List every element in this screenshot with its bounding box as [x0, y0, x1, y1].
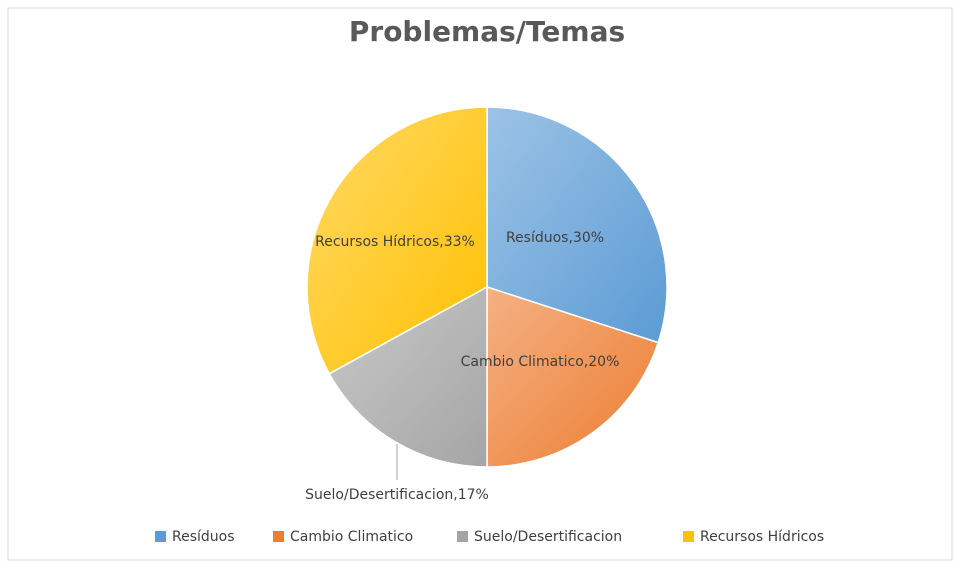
data-label: Suelo/Desertificacion,17%: [305, 487, 489, 503]
chart-border: [7, 7, 953, 561]
legend-swatch: [273, 531, 284, 542]
data-label: Resíduos,30%: [505, 230, 605, 246]
legend-swatch: [155, 531, 166, 542]
legend-label: Suelo/Desertificacion: [474, 529, 622, 545]
data-label: Cambio Climatico,20%: [460, 354, 620, 370]
chart-title: Problemas/Temas: [349, 15, 625, 48]
legend-label: Recursos Hídricos: [700, 529, 824, 545]
pie-slice: [486, 106, 668, 344]
pie-slice: [328, 285, 488, 468]
legend-label: Resíduos: [172, 529, 235, 545]
pie-slice: [306, 106, 488, 375]
legend-label: Cambio Climatico: [290, 529, 413, 545]
legend-swatch: [457, 531, 468, 542]
data-label: Recursos Hídricos,33%: [315, 234, 475, 250]
legend-swatch: [683, 531, 694, 542]
pie-slice: [486, 285, 660, 468]
